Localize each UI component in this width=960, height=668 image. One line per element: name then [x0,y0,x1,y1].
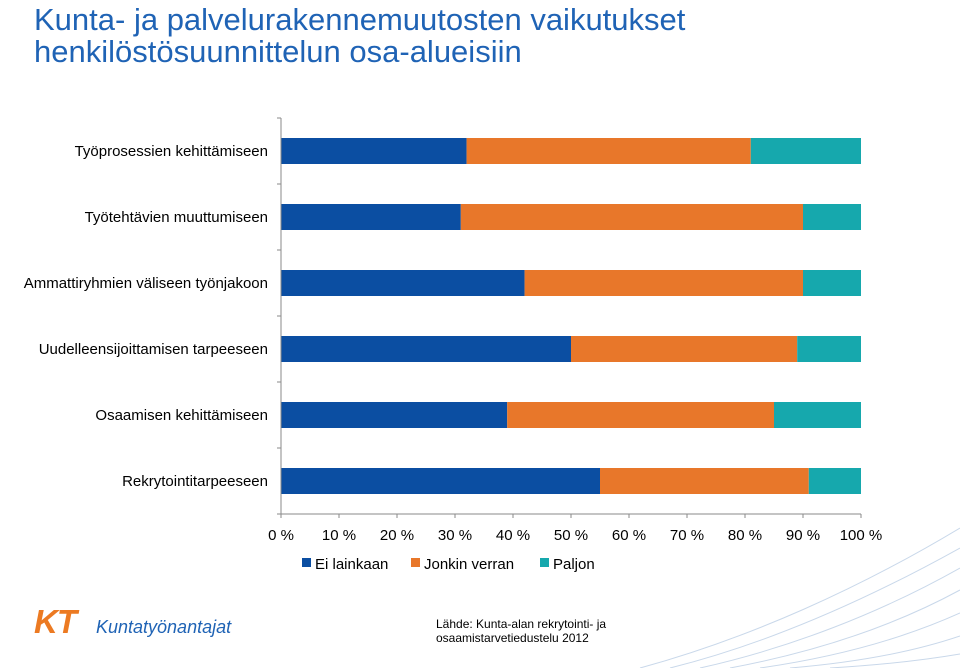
x-tick-label: 10 % [322,527,356,544]
bar-segment [466,138,751,164]
bar-segment [524,270,803,296]
bar-segment [281,468,600,494]
source-line-1: Lähde: Kunta-alan rekrytointi- ja [436,617,607,631]
legend-swatch [302,558,311,567]
bars-group [281,138,861,494]
x-tick-label: 70 % [670,527,704,544]
bar-segment [803,270,861,296]
source-line-2: osaamistarvetiedustelu 2012 [436,631,589,645]
bar-segment [808,468,861,494]
bar-segment [803,204,861,230]
stacked-bar-chart: 0 % 10 % 20 % 30 % 40 % 50 % 60 % 70 % 80 % 90 % 1… [24,117,883,573]
legend-swatch [540,558,549,567]
kuntatyonantajat-logo: KT Kuntatyönantajat [34,604,244,640]
x-tick-label: 80 % [728,527,762,544]
category-label: Uudelleensijoittamisen tarpeeseen [39,341,268,358]
bar-segment [600,468,809,494]
logo-mark: KT [34,603,77,640]
category-label: Rekrytointitarpeeseen [122,473,268,490]
bar-segment [750,138,861,164]
legend-label: Jonkin verran [424,556,514,573]
decorative-swoosh-lines [639,527,960,668]
bar-segment [507,402,774,428]
bar-segment [460,204,803,230]
x-tick-label: 40 % [496,527,530,544]
legend-label: Ei lainkaan [315,556,388,573]
x-tick-label: 90 % [786,527,820,544]
category-label: Ammattiryhmien väliseen työnjakoon [24,275,268,292]
x-tick-label: 50 % [554,527,588,544]
category-label: Osaamisen kehittämiseen [95,407,268,424]
labels-group: Työprosessien kehittämiseen Työtehtävien … [24,143,268,490]
logo-name: Kuntatyönantajat [96,617,232,637]
x-tick-label: 0 % [268,527,294,544]
x-tick-label: 100 % [840,527,883,544]
category-label: Työtehtävien muuttumiseen [85,209,268,226]
bar-segment [774,402,861,428]
category-label: Työprosessien kehittämiseen [75,143,268,160]
x-tick-label: 30 % [438,527,472,544]
source-note: Lähde: Kunta-alan rekrytointi- ja osaami… [436,617,606,645]
bar-segment [797,336,861,362]
axes-group: 0 % 10 % 20 % 30 % 40 % 50 % 60 % 70 % 80 % 90 % 1… [268,117,883,544]
bar-segment [571,336,798,362]
chart-title-line-1: Kunta- ja palvelurakennemuutosten vaikut… [34,2,686,37]
x-tick-label: 60 % [612,527,646,544]
chart-title-line-2: henkilöstösuunnittelun osa-alueisiin [34,34,522,69]
chart-title: Kunta- ja palvelurakennemuutosten vaikut… [34,4,685,68]
bar-segment [281,402,508,428]
x-tick-label: 20 % [380,527,414,544]
legend-label: Paljon [553,556,595,573]
legend: Ei lainkaan Jonkin verran Paljon [302,556,595,573]
bar-segment [281,270,525,296]
bar-segment [281,204,461,230]
bar-segment [281,138,467,164]
legend-swatch [411,558,420,567]
bar-segment [281,336,571,362]
